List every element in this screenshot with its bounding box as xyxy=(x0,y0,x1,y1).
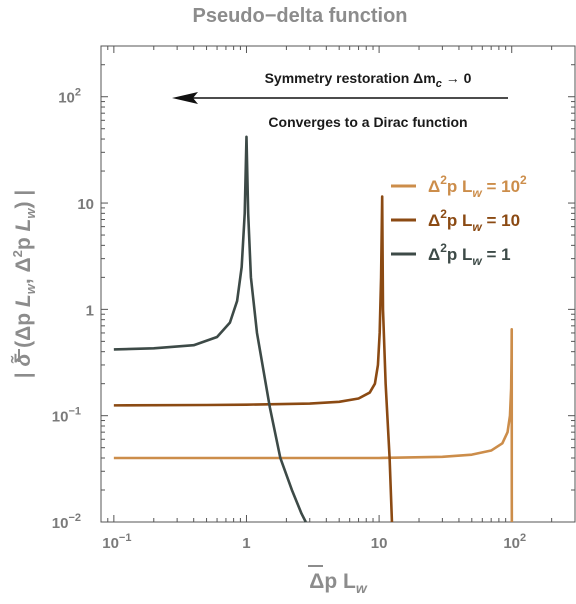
series-line-2 xyxy=(113,195,394,523)
x-tick-label: 10 xyxy=(371,535,388,552)
x-tick-labels: 10−1 1 10 102 xyxy=(102,532,526,552)
y-axis-title: | δ̃ (Δp Lw, Δ2p Lw) | xyxy=(10,190,38,378)
plot-frame xyxy=(100,45,576,523)
y-tick-label: 1 xyxy=(86,302,94,319)
x-tick-label: 10−1 xyxy=(102,532,131,552)
y-tick-label: 10−2 xyxy=(52,512,81,532)
x-tick-label: 1 xyxy=(242,535,250,552)
series-line-3 xyxy=(113,135,307,523)
axis-ticks xyxy=(100,45,576,523)
y-tick-labels: 10−2 10−1 1 10 102 xyxy=(52,87,94,532)
annotation-bottom: Converges to a Dirac function xyxy=(268,114,467,130)
y-tick-label: 102 xyxy=(58,87,81,107)
series-group xyxy=(113,135,514,523)
svg-text:| δ̃ (Δp Lw, Δ2p Lw) |: | δ̃ (Δp Lw, Δ2p Lw) | xyxy=(10,190,38,378)
y-tick-label: 10 xyxy=(77,196,94,213)
legend-label: Δ2p Lw = 1 xyxy=(428,241,511,268)
x-tick-label: 102 xyxy=(503,532,526,552)
x-axis-title: Δp Lw xyxy=(309,570,368,596)
legend-label: Δ2p Lw = 102 xyxy=(428,173,527,200)
annotation-arrow-head xyxy=(172,92,198,104)
legend: Δ2p Lw = 102 Δ2p Lw = 10 Δ2p Lw = 1 xyxy=(391,173,527,268)
legend-label: Δ2p Lw = 10 xyxy=(428,207,520,234)
x-axis-title-delta: Δ xyxy=(309,570,324,593)
chart-title: Pseudo−delta function xyxy=(192,5,407,27)
y-tick-label: 10−1 xyxy=(52,406,81,426)
series-line-1 xyxy=(113,327,514,523)
annotation-top: Symmetry restoration Δmc → 0 xyxy=(265,70,472,90)
